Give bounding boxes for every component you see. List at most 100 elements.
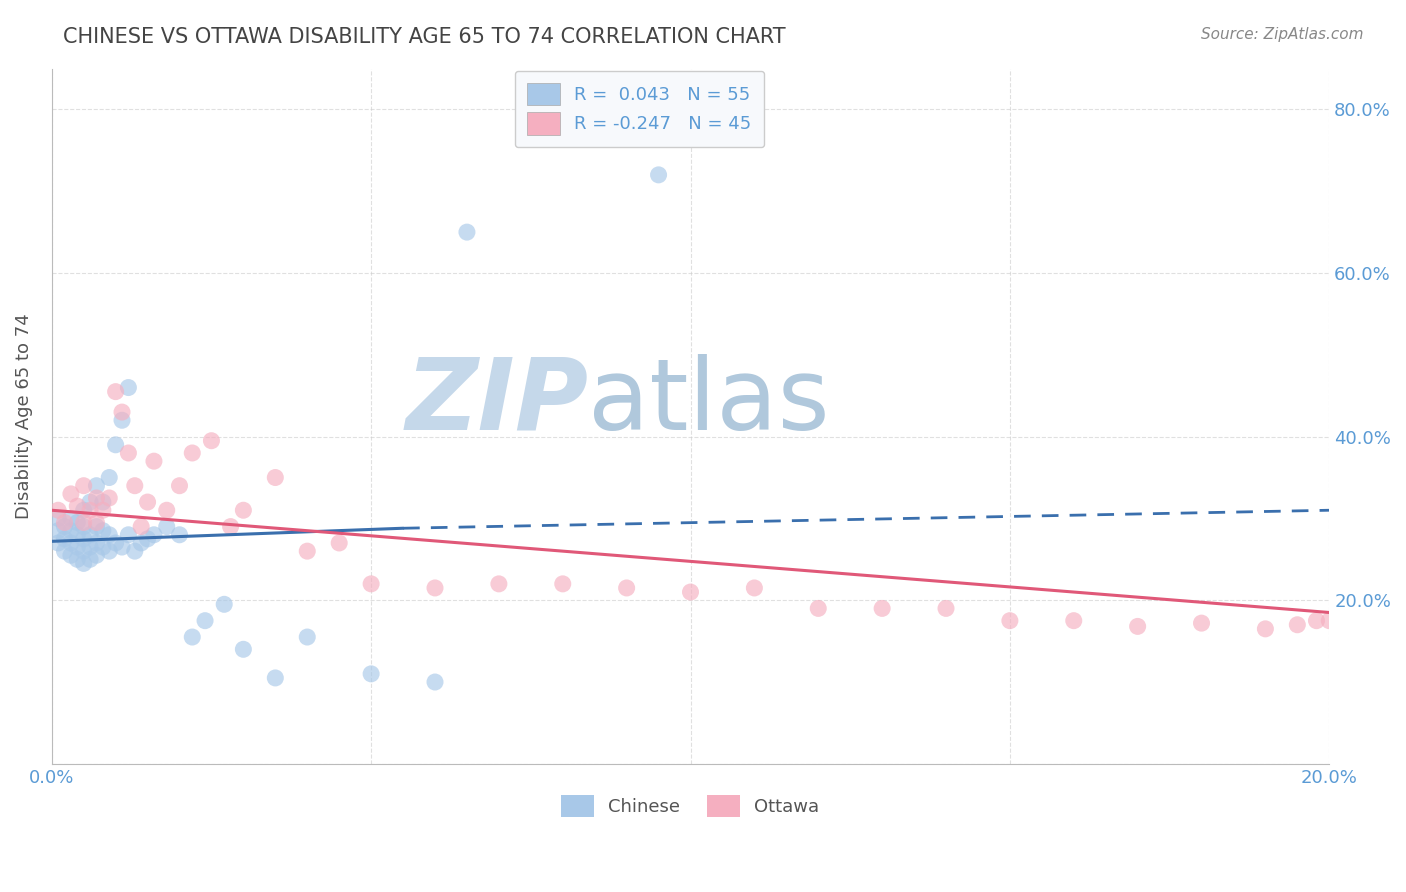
Point (53, 532, 76, 546)
Point (297, 544, 319, 558)
Point (456, 225, 478, 239)
Point (79, 540, 101, 554)
Point (1254, 622, 1277, 636)
Point (73, 503, 96, 517)
Text: atlas: atlas (588, 354, 830, 450)
Point (46, 511, 69, 525)
Point (104, 384, 127, 399)
Point (423, 675, 446, 690)
Point (1063, 614, 1085, 628)
Point (86, 516, 108, 530)
Point (46, 536, 69, 550)
Point (124, 544, 146, 558)
Point (73, 516, 96, 530)
Point (935, 601, 957, 615)
Point (73, 479, 96, 493)
Point (232, 503, 254, 517)
Point (1126, 619, 1149, 633)
Point (46, 524, 69, 538)
Point (53, 516, 76, 530)
Point (1286, 617, 1309, 632)
Point (264, 470, 287, 484)
Point (86, 491, 108, 505)
Point (86, 548, 108, 562)
Point (807, 601, 830, 615)
Point (98, 491, 121, 505)
Point (79, 552, 101, 566)
Point (744, 581, 766, 595)
Point (98, 528, 121, 542)
Point (647, 168, 669, 182)
Point (264, 671, 287, 685)
Point (91, 495, 114, 509)
Point (136, 495, 159, 509)
Point (73, 519, 96, 533)
Point (66, 499, 89, 513)
Point (104, 536, 127, 550)
Point (156, 519, 179, 533)
Point (111, 413, 134, 427)
Point (870, 601, 893, 615)
Point (59, 548, 82, 562)
Text: CHINESE VS OTTAWA DISABILITY AGE 65 TO 74 CORRELATION CHART: CHINESE VS OTTAWA DISABILITY AGE 65 TO 7… (63, 27, 786, 46)
Point (998, 614, 1021, 628)
Point (142, 528, 165, 542)
Text: ZIP: ZIP (405, 354, 588, 450)
Point (46, 503, 69, 517)
Point (169, 479, 191, 493)
Point (66, 528, 89, 542)
Point (360, 577, 382, 591)
Point (59, 487, 82, 501)
Point (181, 446, 204, 460)
Point (91, 503, 114, 517)
Point (194, 614, 217, 628)
Point (111, 540, 134, 554)
Point (73, 544, 96, 558)
Point (1317, 614, 1340, 628)
Point (79, 495, 101, 509)
Point (124, 479, 146, 493)
Point (423, 581, 446, 595)
Point (86, 479, 108, 493)
Point (129, 536, 152, 550)
Point (551, 577, 574, 591)
Point (136, 532, 159, 546)
Point (328, 536, 350, 550)
Point (1305, 614, 1327, 628)
Point (111, 405, 134, 419)
Point (169, 528, 191, 542)
Point (59, 511, 82, 525)
Point (117, 528, 139, 542)
Point (142, 454, 165, 468)
Point (117, 446, 139, 460)
Point (91, 524, 114, 538)
Point (86, 536, 108, 550)
Point (232, 642, 254, 657)
Point (488, 577, 510, 591)
Point (73, 532, 96, 546)
Point (53, 544, 76, 558)
Point (200, 434, 222, 448)
Text: Source: ZipAtlas.com: Source: ZipAtlas.com (1201, 27, 1364, 42)
Point (59, 536, 82, 550)
Point (156, 503, 179, 517)
Point (66, 552, 89, 566)
Point (297, 630, 319, 644)
Y-axis label: Disability Age 65 to 74: Disability Age 65 to 74 (15, 313, 32, 519)
Point (360, 666, 382, 681)
Point (129, 519, 152, 533)
Point (117, 380, 139, 394)
Point (1191, 616, 1213, 631)
Point (679, 585, 702, 599)
Point (212, 597, 235, 611)
Point (79, 503, 101, 517)
Point (98, 470, 121, 484)
Point (91, 540, 114, 554)
Point (79, 528, 101, 542)
Point (219, 519, 242, 533)
Point (104, 438, 127, 452)
Point (98, 544, 121, 558)
Point (181, 630, 204, 644)
Legend: Chinese, Ottawa: Chinese, Ottawa (554, 788, 827, 824)
Point (86, 519, 108, 533)
